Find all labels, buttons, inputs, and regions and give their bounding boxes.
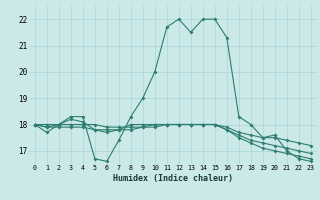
X-axis label: Humidex (Indice chaleur): Humidex (Indice chaleur): [113, 174, 233, 183]
